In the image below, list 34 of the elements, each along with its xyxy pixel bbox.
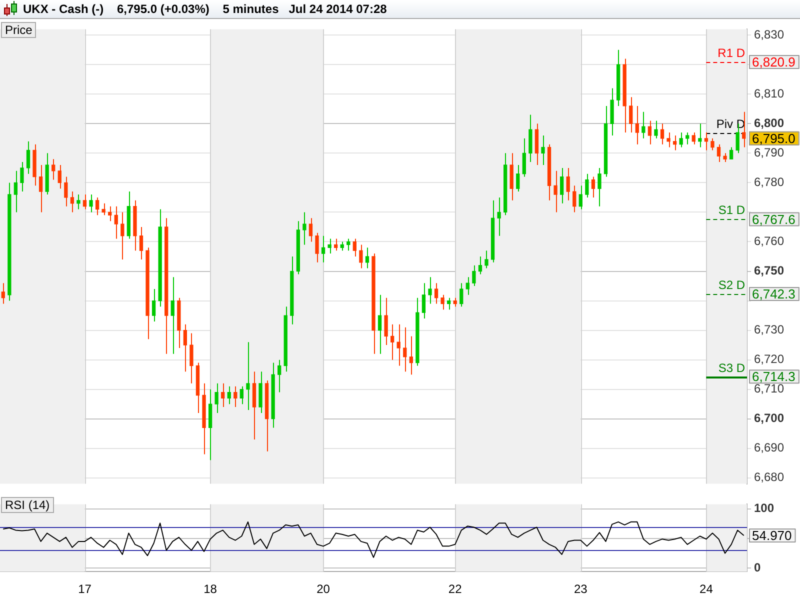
y-tick-label: 6,710: [754, 382, 784, 396]
text: 54.970: [752, 528, 792, 544]
y-tick-label: 0: [754, 560, 761, 574]
text: 6,767.6: [752, 212, 796, 227]
text: 6,795.0: [752, 131, 796, 146]
ref-line-label: S3 D: [718, 360, 746, 375]
chart-title: RSI (14): [1, 497, 54, 513]
chart-subtitle: Price: [1, 22, 36, 38]
x-tick-label: 24: [700, 582, 714, 596]
y-tick-label: 6,720: [754, 352, 784, 366]
x-tick-label: 17: [78, 582, 92, 596]
y-tick-label: 6,780: [754, 175, 784, 190]
x-tick-label: 22: [448, 582, 462, 596]
ref-line-label: S1 D: [718, 202, 746, 217]
ref-line-label: S2 D: [718, 278, 746, 292]
y-tick-label: 6,750: [754, 264, 784, 278]
y-tick-label: 6,730: [754, 322, 784, 337]
ref-line-label: R1 D: [718, 46, 746, 60]
y-tick-label: 6,810: [754, 86, 784, 100]
y-tick-label: 6,800: [754, 116, 784, 130]
y-tick-label: 6,790: [754, 145, 784, 160]
text: 6,714.3: [752, 369, 796, 384]
x-tick-label: 18: [204, 582, 218, 596]
y-tick-label: 6,830: [754, 27, 784, 42]
y-tick-label: 6,700: [754, 411, 784, 426]
y-tick-label: 6,760: [754, 234, 784, 248]
text: 6,820.9: [752, 54, 796, 70]
x-tick-label: 23: [574, 582, 588, 596]
y-tick-label: 6,690: [754, 440, 784, 455]
text: 6,742.3: [752, 286, 796, 302]
chart-title: UKX - Cash (-) 6,795.0 (+0.03%) 5 minutes Jul 24 2014 07:28: [23, 2, 387, 16]
x-tick-label: 20: [316, 582, 330, 596]
y-tick-label: 100: [754, 501, 774, 516]
y-tick-label: 6,680: [754, 470, 784, 484]
